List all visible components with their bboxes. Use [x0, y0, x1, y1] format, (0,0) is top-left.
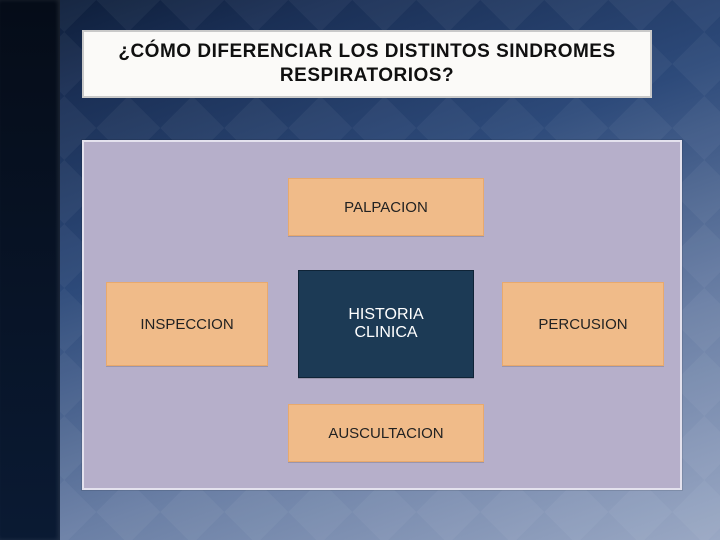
left-accent-bar	[0, 0, 60, 540]
box-auscultacion: AUSCULTACION	[288, 404, 484, 462]
box-palpacion: PALPACION	[288, 178, 484, 236]
box-percusion: PERCUSION	[502, 282, 664, 366]
title-box: ¿CÓMO DIFERENCIAR LOS DISTINTOS SINDROME…	[82, 30, 652, 98]
box-historia-clinica: HISTORIA CLINICA	[298, 270, 474, 378]
title-text: ¿CÓMO DIFERENCIAR LOS DISTINTOS SINDROME…	[96, 40, 638, 88]
slide: ¿CÓMO DIFERENCIAR LOS DISTINTOS SINDROME…	[0, 0, 720, 540]
content-panel: PALPACION INSPECCION HISTORIA CLINICA PE…	[82, 140, 682, 490]
box-inspeccion: INSPECCION	[106, 282, 268, 366]
